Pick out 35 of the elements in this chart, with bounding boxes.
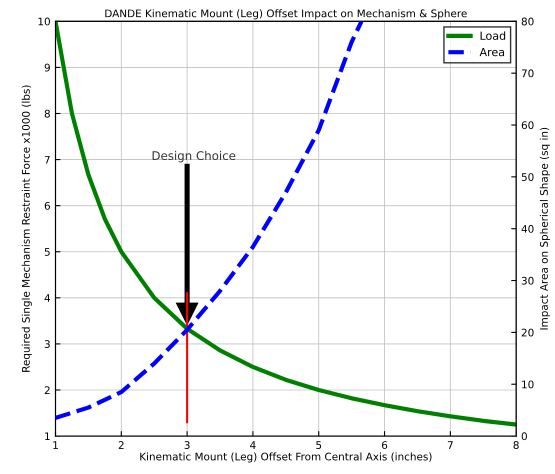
x-axis-title: Kinematic Mount (Leg) Offset From Central Axis (inches) [140, 452, 432, 462]
legend-label: Load [480, 31, 506, 40]
x-tick-label: 6 [382, 441, 388, 450]
y-tick-label: 1 [45, 432, 50, 440]
x-tick-label: 2 [118, 441, 124, 449]
chart-title: DANDE Kinematic Mount (Leg) Offset Impact on Mechanism & Sphere [105, 9, 467, 20]
y2-axis-title: Impact Area on Spherical Shape (sq in) [540, 128, 550, 330]
x-tick-label: 8 [514, 441, 519, 450]
y-tick-label: 4 [44, 294, 50, 302]
y-tick-label: 10 [38, 18, 50, 26]
x-tick-label: 7 [448, 441, 453, 449]
annotation: Design Choice [152, 150, 236, 162]
y-tick-label: 3 [44, 340, 50, 348]
legend-label: Area [480, 48, 504, 56]
x-tick-label: 1 [53, 441, 58, 449]
y-tick-label: 6 [44, 202, 50, 210]
y2-tick-label: 20 [522, 328, 534, 336]
x-tick-label: 3 [184, 441, 190, 450]
y-tick-label: 9 [44, 64, 50, 72]
y-axis-title: Required Single Mechanism Restraint Force x1000 (lbs) [22, 85, 32, 372]
y2-tick-label: 50 [522, 173, 534, 181]
y-tick-label: 5 [44, 248, 50, 256]
y2-tick-label: 60 [522, 121, 534, 130]
x-tick-label: 5 [316, 441, 322, 450]
y2-tick-label: 40 [522, 224, 534, 233]
y-tick-label: 2 [44, 386, 50, 394]
y2-tick-label: 10 [522, 380, 534, 388]
y-tick-label: 8 [44, 110, 50, 118]
y2-tick-label: 30 [522, 276, 534, 285]
line-series [56, 21, 364, 420]
y-tick-label: 7 [44, 156, 50, 164]
y2-tick-label: 0 [522, 432, 527, 440]
y2-tick-label: 80 [522, 18, 534, 26]
y2-tick-label: 70 [522, 69, 534, 78]
x-tick-label: 4 [250, 441, 256, 449]
